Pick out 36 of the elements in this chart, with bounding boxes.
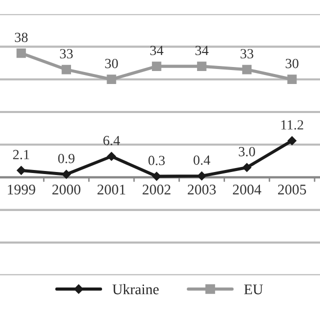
point	[107, 152, 116, 161]
point	[287, 74, 297, 84]
x-tick-label: 1999	[8, 184, 36, 194]
data-label: 33	[240, 49, 254, 58]
data-label: 0.3	[148, 156, 165, 166]
point	[106, 74, 116, 84]
data-label: 2.1	[13, 150, 30, 160]
x-tick-label: 2005	[278, 184, 306, 194]
data-label: 0.9	[58, 154, 74, 164]
data-label: 33	[60, 49, 73, 58]
x-tick-label: 2004	[232, 184, 262, 194]
x-tick-label: 2003	[188, 184, 216, 194]
point	[16, 48, 26, 58]
point	[197, 172, 206, 180]
data-label: 6.4	[103, 136, 120, 146]
point	[62, 170, 71, 179]
data-label: 38	[14, 32, 28, 42]
data-label: 34	[150, 46, 164, 56]
data-label: 34	[195, 46, 208, 56]
data-label: 30	[105, 58, 118, 68]
data-label: 0.4	[194, 155, 210, 165]
x-tick-label: 2002	[142, 184, 170, 194]
point	[242, 163, 252, 172]
legend-label: Ukraine	[112, 284, 159, 294]
data-label: 30	[286, 58, 298, 68]
point	[242, 64, 252, 74]
point	[197, 62, 206, 71]
x-tick-label: 2000	[52, 184, 80, 194]
point	[62, 64, 72, 74]
point	[152, 62, 162, 71]
point	[288, 136, 296, 146]
data-label: 3.0	[238, 146, 256, 156]
point	[16, 166, 26, 175]
x-tick-label: 2001	[98, 184, 126, 194]
legend-label: EU	[244, 284, 263, 294]
data-label: 11.2	[281, 120, 304, 130]
